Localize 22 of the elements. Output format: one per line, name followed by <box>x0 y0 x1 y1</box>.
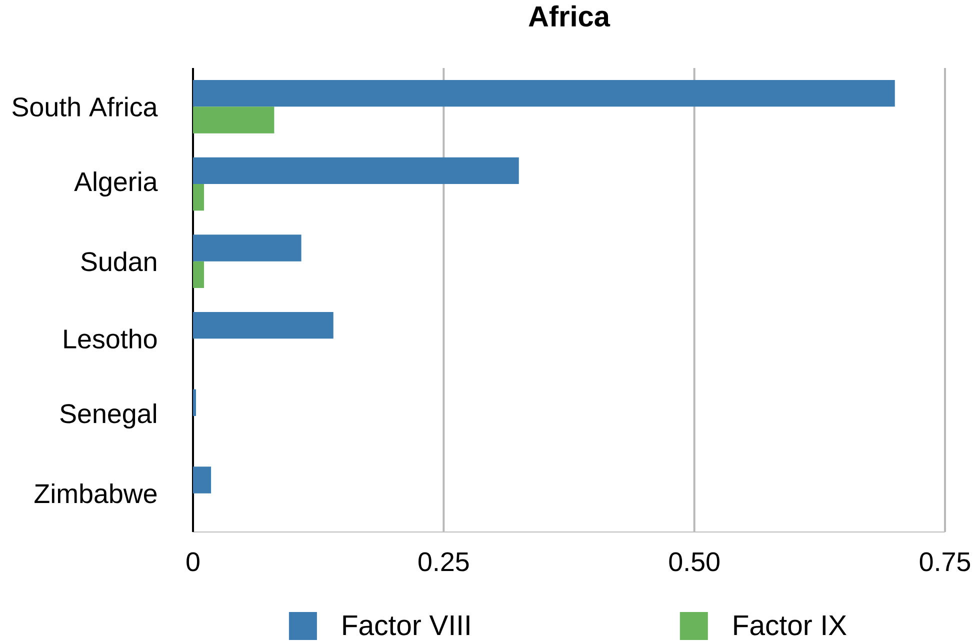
bar <box>193 234 302 262</box>
bar <box>193 466 212 494</box>
y-tick-label: Sudan <box>81 251 156 272</box>
legend-label: Factor VIII <box>343 616 470 636</box>
x-tick-label: 0.75 <box>920 552 970 572</box>
bar <box>193 157 519 184</box>
y-tick-label: Zimbabwe <box>34 483 157 504</box>
bar <box>193 80 895 107</box>
bar <box>193 389 196 416</box>
x-tick-label: 0.25 <box>418 552 469 572</box>
y-tick-label: Senegal <box>60 403 156 429</box>
legend-label: Factor IX <box>734 616 846 636</box>
y-tick-label: Algeria <box>74 171 158 197</box>
bar <box>193 184 204 211</box>
y-tick-label: South Africa <box>12 96 158 117</box>
bar <box>193 312 334 339</box>
bar <box>193 106 274 134</box>
y-tick-label: Lesotho <box>64 328 157 349</box>
x-tick-label: 0 <box>186 552 200 572</box>
x-tick-label: 0.50 <box>669 552 720 572</box>
bar <box>193 261 204 288</box>
chart-title: Africa <box>528 5 610 27</box>
